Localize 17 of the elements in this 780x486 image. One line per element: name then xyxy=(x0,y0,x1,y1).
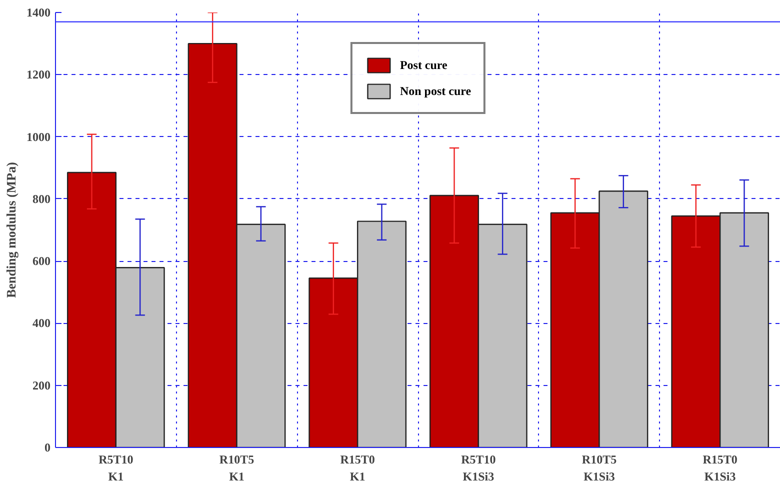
y-axis-title: Bending modulus (MPa) xyxy=(4,162,18,298)
x-tick-label: R10T5 K1 xyxy=(219,452,254,484)
x-tick-label: R5T10 K1Si3 xyxy=(461,452,496,484)
y-tick-label: 1200 xyxy=(26,68,50,82)
y-tick-label: 200 xyxy=(32,378,50,392)
y-tick-label: 400 xyxy=(32,316,50,330)
x-tick-label: R5T10 K1 xyxy=(98,452,134,484)
y-tick-label: 800 xyxy=(32,192,50,206)
x-tick-label: R10T5 K1Si3 xyxy=(582,452,617,484)
legend-label: Non post cure xyxy=(400,84,472,98)
y-tick-label: 1400 xyxy=(26,6,50,20)
y-tick-label: 600 xyxy=(32,254,50,268)
y-tick-label: 0 xyxy=(44,440,50,454)
x-tick-label: R15T0 K1 xyxy=(340,452,375,484)
x-tick-label: R15T0 K1Si3 xyxy=(702,452,738,484)
y-tick-label: 1000 xyxy=(26,130,50,144)
legend-label: Post cure xyxy=(400,58,448,72)
